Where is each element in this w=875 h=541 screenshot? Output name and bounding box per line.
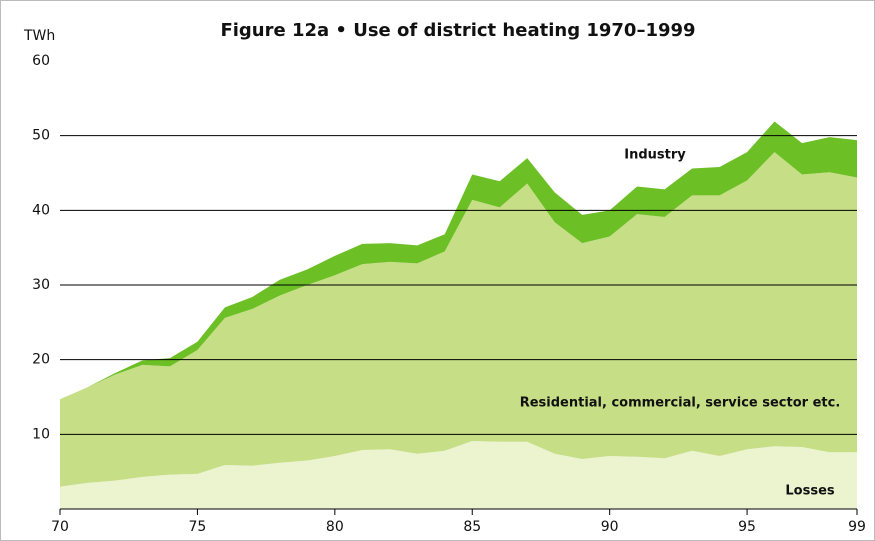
chart-title: Figure 12a • Use of district heating 197…	[220, 20, 695, 41]
y-tick-label: 40	[32, 202, 50, 218]
x-tick-label: 90	[601, 519, 619, 535]
y-axis-label: TWh	[23, 28, 55, 44]
x-tick-label: 70	[51, 519, 69, 535]
x-tick-label: 95	[738, 519, 756, 535]
y-tick-label: 30	[32, 277, 50, 293]
y-tick-label: 60	[32, 53, 50, 69]
y-tick-label: 50	[32, 128, 50, 144]
y-tick-label: 10	[32, 426, 50, 442]
series-label: Losses	[785, 484, 835, 499]
x-tick-label: 99	[848, 519, 866, 535]
area	[60, 152, 857, 487]
x-tick-label: 85	[463, 519, 481, 535]
x-tick-label: 75	[188, 519, 206, 535]
y-tick-label: 20	[32, 352, 50, 368]
area	[60, 121, 857, 400]
series-label: Industry	[624, 148, 686, 163]
area	[60, 441, 857, 509]
x-tick-label: 80	[326, 519, 344, 535]
series-label: Residential, commercial, service sector …	[520, 396, 841, 411]
